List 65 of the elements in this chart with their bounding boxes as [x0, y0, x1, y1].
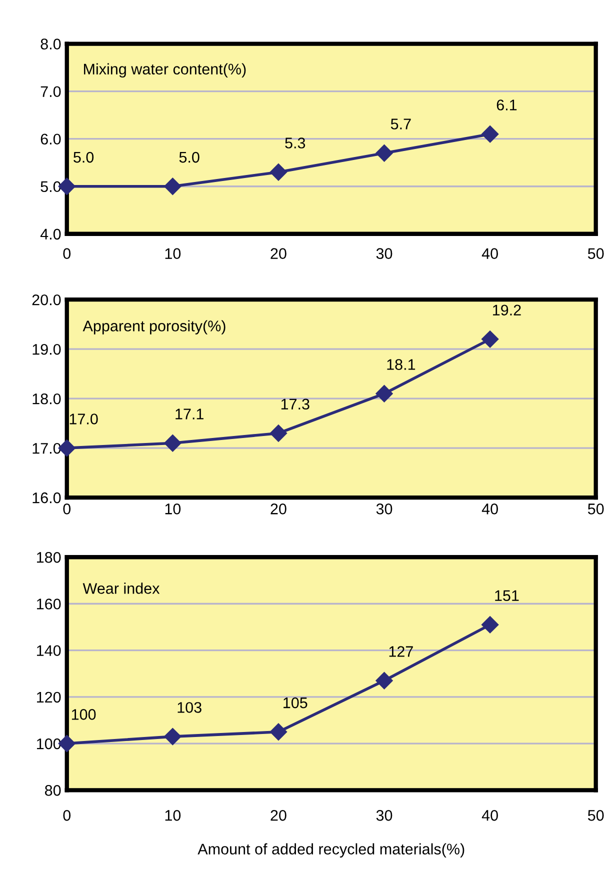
- x-tick-label: 10: [165, 248, 181, 260]
- x-tick-label: 50: [588, 504, 604, 514]
- point: [164, 434, 182, 452]
- data-label: 17.1: [176, 408, 204, 420]
- data-label: 105: [284, 697, 308, 708]
- y-tick-label: 5.0: [40, 181, 61, 192]
- data-label: 6.1: [496, 100, 517, 110]
- x-tick-label: 0: [63, 504, 71, 514]
- point: [164, 178, 182, 195]
- y-tick-label: 6.0: [40, 134, 61, 145]
- y-tick-label: 8.0: [40, 38, 61, 50]
- x-tick-label: 40: [482, 810, 498, 821]
- point: [376, 385, 393, 402]
- point: [270, 164, 288, 181]
- y-tick-label: 120: [37, 692, 61, 703]
- x-tick-label: 30: [376, 248, 392, 260]
- point: [376, 144, 393, 162]
- x-tick-label: 50: [588, 248, 604, 260]
- x-tick-label: 10: [165, 810, 181, 821]
- text: Apparent porosity(%): [82, 320, 226, 334]
- x-tick-label: 40: [482, 504, 498, 514]
- data-label: 5.3: [285, 138, 306, 148]
- x-tick-label: 20: [270, 504, 286, 514]
- data-label: 17.3: [281, 398, 310, 410]
- point: [376, 672, 393, 690]
- point: [270, 424, 288, 442]
- point: [481, 616, 499, 634]
- x-tick-label: 30: [376, 504, 392, 514]
- data-label: 103: [178, 702, 202, 713]
- y-tick-label: 140: [37, 645, 61, 656]
- y-tick-label: 20.0: [32, 294, 61, 306]
- y-tick-label: 80: [44, 785, 61, 796]
- y-tick-label: 17.0: [32, 442, 61, 454]
- y-tick-label: 16.0: [32, 492, 61, 504]
- y-tick-label: 160: [37, 598, 61, 610]
- y-tick-label: 7.0: [40, 86, 61, 98]
- data-label: 5.0: [74, 152, 94, 163]
- x-axis-title: Amount of added recycled materials(%): [198, 843, 464, 858]
- x-tick-label: 10: [165, 504, 181, 514]
- point: [481, 330, 499, 348]
- x-tick-label: 0: [63, 810, 71, 821]
- data-label: 5.7: [390, 118, 411, 130]
- x-tick-label: 30: [376, 810, 392, 821]
- text: Wear index: [82, 582, 160, 594]
- y-tick-label: 4.0: [40, 228, 61, 240]
- data-label: 5.0: [179, 152, 200, 163]
- data-label: 17.0: [70, 414, 98, 424]
- data-label: 100: [72, 709, 96, 720]
- data-label: 127: [389, 646, 413, 657]
- x-tick-label: 20: [270, 810, 286, 821]
- x-tick-label: 50: [588, 810, 604, 821]
- data-label: 19.2: [493, 304, 521, 316]
- x-tick-label: 20: [270, 248, 286, 260]
- x-tick-label: 40: [482, 248, 498, 260]
- y-tick-label: 100: [37, 738, 61, 750]
- point: [481, 126, 499, 143]
- text: Mixing water content(%): [84, 63, 246, 78]
- data-label: 18.1: [387, 359, 416, 370]
- y-tick-label: 19.0: [32, 344, 61, 355]
- point: [164, 728, 182, 746]
- y-tick-label: 18.0: [32, 393, 61, 404]
- point: [270, 723, 288, 740]
- data-label: 151: [495, 590, 519, 602]
- x-tick-label: 0: [63, 248, 71, 260]
- y-tick-label: 180: [37, 552, 61, 563]
